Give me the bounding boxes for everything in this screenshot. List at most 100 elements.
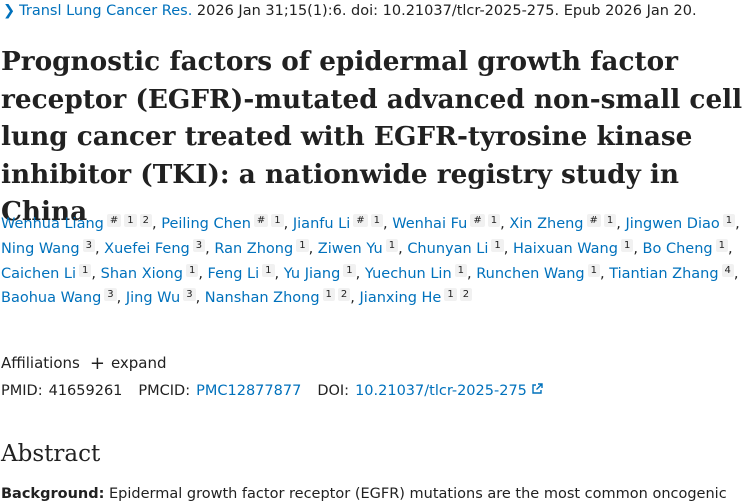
affiliation-marker[interactable]: # [253,214,269,227]
author-link[interactable]: Bo Cheng [642,240,713,257]
author-item: Wenhai Fu #1 [392,214,501,232]
author-link[interactable]: Xuefei Feng [104,240,190,257]
affiliation-marker[interactable]: # [106,214,122,227]
affiliation-marker[interactable]: 2 [337,288,351,302]
author-item: Runchen Wang 1 [476,263,600,282]
author-item: Chunyan Li 1 [407,238,504,257]
affiliation-marker[interactable]: 1 [487,214,501,227]
author-link[interactable]: Jingwen Diao [625,216,720,232]
author-item: Ran Zhong 1 [214,238,309,257]
chevron-right-icon: ❯ [3,3,16,19]
affiliations-row: Affiliations + expand [1,354,167,372]
author-item: Feng Li 1 [207,263,275,282]
affiliation-marker[interactable]: 1 [370,214,384,227]
author-item: Baohua Wang 3 [1,288,117,307]
author-item: Tiantian Zhang 4 [609,263,734,282]
author-item: Peiling Chen #1 [161,214,284,232]
affiliation-marker[interactable]: 1 [296,238,309,252]
abstract-background: Background: Epidermal growth factor rece… [1,486,727,502]
affiliation-marker[interactable]: 3 [183,288,196,302]
author-link[interactable]: Jianxing He [359,290,442,307]
background-label: Background: [1,486,105,502]
author-list: Wenhua Liang #1 2, Peiling Chen #1, Jianfu … [1,214,740,307]
affiliation-marker[interactable]: 1 [722,214,736,227]
affiliation-marker[interactable]: 1 [620,238,634,252]
affiliation-marker[interactable]: 2 [139,214,152,227]
expand-label: expand [110,354,167,372]
author-link[interactable]: Jianfu Li [292,216,351,232]
affiliation-marker[interactable]: 1 [343,263,356,277]
affiliation-marker[interactable]: 1 [385,238,399,252]
plus-icon: + [89,352,105,374]
affiliation-marker[interactable]: 1 [491,238,504,252]
author-link[interactable]: Nanshan Zhong [204,290,320,307]
author-link[interactable]: Shan Xiong [100,265,183,282]
external-link-icon[interactable] [531,383,543,399]
author-item: Wenhua Liang #1 2 [1,214,152,232]
author-link[interactable]: Runchen Wang [476,265,585,282]
pmid-label: PMID: [1,383,43,399]
affiliations-label: Affiliations [1,354,80,372]
identifiers-row: PMID: 41659261 PMCID: PMC12877877 DOI: 1… [1,383,543,399]
affiliation-marker[interactable]: 3 [82,238,95,252]
author-item: Caichen Li 1 [1,263,92,282]
affiliation-marker[interactable]: 3 [192,238,206,252]
affiliation-marker[interactable]: # [353,214,368,227]
affiliations-expand-button[interactable]: + expand [90,354,167,372]
author-item: Xuefei Feng 3 [104,238,206,257]
affiliation-marker[interactable]: 1 [454,263,468,277]
author-link[interactable]: Ning Wang [1,240,80,257]
author-link[interactable]: Wenhua Liang [1,216,104,232]
author-item: Yuechun Lin 1 [364,263,468,282]
author-item: Yu Jiang 1 [283,263,356,282]
author-link[interactable]: Chunyan Li [407,240,489,257]
author-item: Haixuan Wang 1 [512,238,634,257]
pmid-value: 41659261 [48,383,123,399]
author-item: Jianxing He 1 2 [359,288,473,307]
affiliation-marker[interactable]: 1 [185,263,199,277]
citation-details: 2026 Jan 31;15(1):6. doi: 10.21037/tlcr-… [192,3,697,19]
affiliation-marker[interactable]: # [586,214,601,227]
author-link[interactable]: Yu Jiang [283,265,341,282]
affiliation-marker[interactable]: 1 [271,214,284,227]
affiliation-marker[interactable]: 4 [721,263,734,277]
affiliation-marker[interactable]: # [470,214,485,227]
citation-line: ❯ Transl Lung Cancer Res. 2026 Jan 31;15(… [3,3,697,19]
author-link[interactable]: Feng Li [207,265,260,282]
affiliation-marker[interactable]: 3 [104,288,117,302]
affiliation-marker[interactable]: 2 [459,288,473,302]
author-link[interactable]: Peiling Chen [161,216,251,232]
affiliation-marker[interactable]: 1 [444,288,457,302]
author-link[interactable]: Tiantian Zhang [609,265,719,282]
affiliation-marker[interactable]: 1 [322,288,335,302]
author-link[interactable]: Ran Zhong [214,240,294,257]
affiliation-marker[interactable]: 1 [124,214,137,227]
affiliation-marker[interactable]: 1 [262,263,275,277]
affiliation-marker[interactable]: 1 [715,238,728,252]
abstract-heading: Abstract [1,441,101,467]
author-item: Nanshan Zhong 1 2 [204,288,351,307]
author-link[interactable]: Yuechun Lin [364,265,452,282]
author-item: Jingwen Diao 1 [625,214,736,232]
pmcid-link[interactable]: PMC12877877 [196,383,302,399]
affiliation-marker[interactable]: 1 [587,263,600,277]
author-item: Ning Wang 3 [1,238,95,257]
author-item: Xin Zheng #1 [509,214,617,232]
doi-label: DOI: [317,383,350,399]
author-item: Bo Cheng 1 [642,238,728,257]
author-link[interactable]: Ziwen Yu [317,240,383,257]
author-link[interactable]: Jing Wu [125,290,181,307]
author-link[interactable]: Baohua Wang [1,290,102,307]
author-link[interactable]: Xin Zheng [509,216,584,232]
author-link[interactable]: Wenhai Fu [392,216,468,232]
author-link[interactable]: Caichen Li [1,265,77,282]
author-item: Jing Wu 3 [125,288,196,307]
author-link[interactable]: Haixuan Wang [512,240,618,257]
journal-link[interactable]: Transl Lung Cancer Res. [19,3,193,19]
affiliation-marker[interactable]: 1 [79,263,92,277]
author-item: Ziwen Yu 1 [317,238,399,257]
doi-link[interactable]: 10.21037/tlcr-2025-275 [355,383,527,399]
affiliation-marker[interactable]: 1 [603,214,617,227]
background-text: Epidermal growth factor receptor (EGFR) … [104,486,727,502]
author-item: Shan Xiong 1 [100,263,199,282]
